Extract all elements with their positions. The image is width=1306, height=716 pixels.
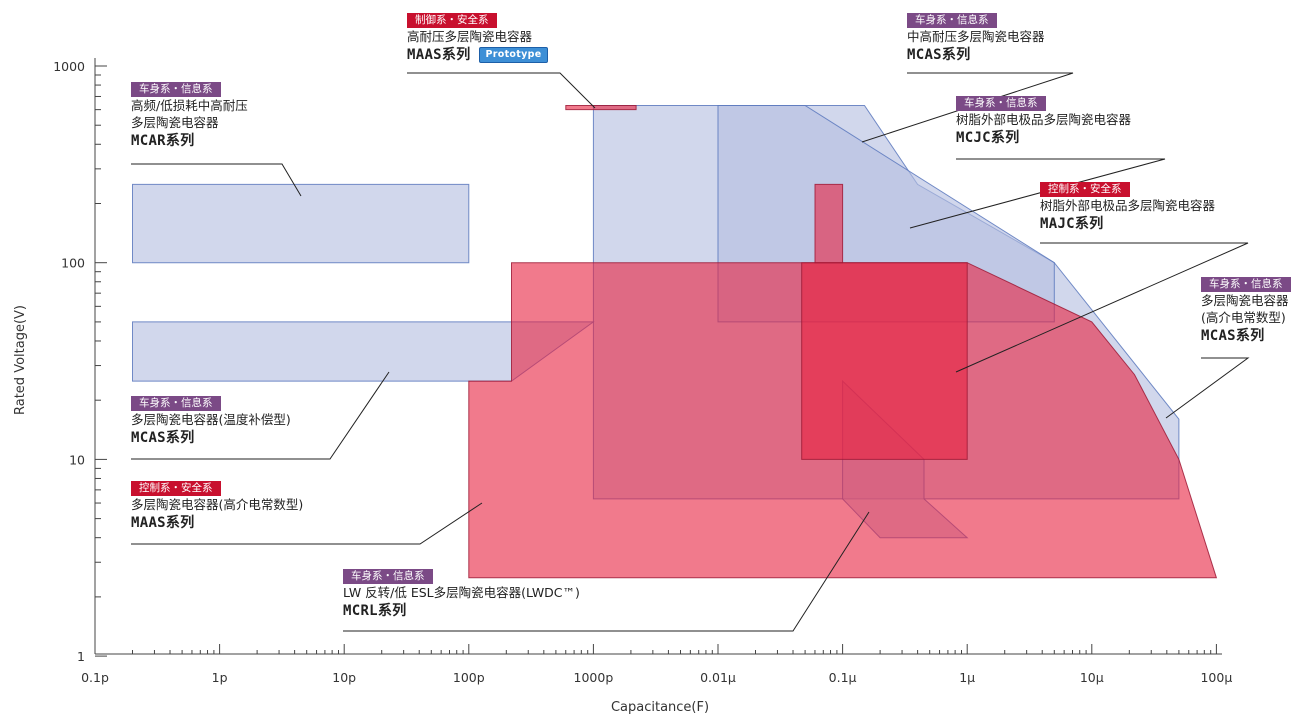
series-name: MAAS系列 — [131, 513, 303, 533]
y-tick-label: 100 — [61, 256, 85, 271]
series-name: MAJC系列 — [1040, 214, 1215, 234]
description-line: 高频/低损耗中高耐压 — [131, 98, 248, 113]
series-name-text: MCAR系列 — [131, 133, 195, 149]
description-line: 树脂外部电极品多层陶瓷电容器 — [1040, 198, 1216, 213]
series-name: MAAS系列 Prototype — [407, 45, 549, 65]
series-name: MCAS系列 — [1201, 326, 1291, 346]
x-tick-label: 100µ — [1200, 670, 1232, 685]
region-majc-high — [814, 183, 844, 264]
label-mcjc: 车身系・信息系 树脂外部电极品多层陶瓷电容器 MCJC系列 — [956, 93, 1131, 148]
description-line: (高介电常数型) — [1201, 310, 1286, 325]
leader-lines — [131, 72, 1250, 632]
y-tick-label: 10 — [69, 452, 85, 467]
x-tick-label: 1p — [212, 670, 228, 685]
description-line: 树脂外部电极品多层陶瓷电容器 — [956, 112, 1132, 127]
leader-line — [343, 511, 870, 632]
x-tick-label: 1µ — [959, 670, 975, 685]
category-badge: 车身系・信息系 — [956, 96, 1046, 111]
description-line: 中高耐压多层陶瓷电容器 — [907, 29, 1045, 44]
series-name: MCJC系列 — [956, 128, 1131, 148]
leader-line — [1165, 357, 1250, 419]
series-name: MCRL系列 — [343, 601, 580, 621]
leader-line — [861, 72, 1074, 143]
series-name-text: MCRL系列 — [343, 603, 407, 619]
x-tick-label: 10µ — [1080, 670, 1104, 685]
region-mcar — [132, 183, 470, 264]
label-mcar: 车身系・信息系 高频/低损耗中高耐压 多层陶瓷电容器 MCAR系列 — [131, 79, 248, 151]
category-badge: 制御系・安全系 — [407, 13, 497, 28]
description-line: 多层陶瓷电容器 — [131, 115, 219, 130]
leader-line — [909, 158, 1166, 229]
series-name-text: MCAS系列 — [1201, 328, 1265, 344]
category-badge: 车身系・信息系 — [907, 13, 997, 28]
x-tick-label: 0.01µ — [700, 670, 736, 685]
category-badge: 车身系・信息系 — [1201, 277, 1291, 292]
description-line: 多层陶瓷电容器 — [1201, 293, 1289, 308]
prototype-badge: Prototype — [478, 47, 549, 63]
label-mcas-temp: 车身系・信息系 多层陶瓷电容器(温度补偿型) MCAS系列 — [131, 393, 291, 448]
series-name-text: MCJC系列 — [956, 130, 1020, 146]
category-badge: 车身系・信息系 — [131, 396, 221, 411]
leader-line — [407, 72, 596, 109]
label-majc: 控制系・安全系 树脂外部电极品多层陶瓷电容器 MAJC系列 — [1040, 179, 1215, 234]
label-mcrl: 车身系・信息系 LW 反转/低 ESL多层陶瓷电容器(LWDC™) MCRL系列 — [343, 566, 580, 621]
axes: 1 10 100 1000 0.1p 1p 10p 100p 1000p 0.01µ 0.1µ 1µ 1… — [53, 58, 1232, 685]
label-maas-prototype: 制御系・安全系 高耐压多层陶瓷电容器 MAAS系列 Prototype — [407, 10, 549, 65]
region-maas-prototype — [565, 105, 637, 111]
category-badge: 车身系・信息系 — [131, 82, 221, 97]
x-tick-label: 1000p — [574, 670, 614, 685]
x-tick-label: 0.1p — [81, 670, 109, 685]
y-tick-label: 1 — [77, 649, 85, 664]
description-line: LW 反转/低 ESL多层陶瓷电容器(LWDC™) — [343, 585, 580, 600]
leader-line — [955, 242, 1249, 373]
label-mcas-high-k: 车身系・信息系 多层陶瓷电容器 (高介电常数型) MCAS系列 — [1201, 274, 1291, 346]
series-name-text: MAAS系列 — [407, 47, 471, 63]
y-tick-label: 1000 — [53, 59, 85, 74]
region-majc — [801, 262, 968, 460]
series-name: MCAS系列 — [131, 428, 291, 448]
description-line: 多层陶瓷电容器(高介电常数型) — [131, 497, 304, 512]
leader-line — [131, 163, 302, 197]
series-name-text: MCAS系列 — [131, 430, 195, 446]
label-mcas-mid: 车身系・信息系 中高耐压多层陶瓷电容器 MCAS系列 — [907, 10, 1045, 65]
series-name-text: MCAS系列 — [907, 47, 971, 63]
x-tick-label: 0.1µ — [829, 670, 857, 685]
series-name: MCAR系列 — [131, 131, 248, 151]
x-tick-label: 100p — [453, 670, 485, 685]
leader-line — [131, 371, 390, 460]
leader-line — [131, 502, 483, 545]
product-regions — [132, 105, 1218, 579]
series-name-text: MAAS系列 — [131, 515, 195, 531]
category-badge: 控制系・安全系 — [1040, 182, 1130, 197]
series-name-text: MAJC系列 — [1040, 216, 1104, 232]
description-line: 多层陶瓷电容器(温度补偿型) — [131, 412, 291, 427]
category-badge: 车身系・信息系 — [343, 569, 433, 584]
x-tick-label: 10p — [332, 670, 356, 685]
series-name: MCAS系列 — [907, 45, 1045, 65]
description-line: 高耐压多层陶瓷电容器 — [407, 29, 533, 44]
x-axis-title: Capacitance(F) — [611, 700, 709, 715]
category-badge: 控制系・安全系 — [131, 481, 221, 496]
y-axis-title: Rated Voltage(V) — [13, 305, 28, 415]
label-maas: 控制系・安全系 多层陶瓷电容器(高介电常数型) MAAS系列 — [131, 478, 303, 533]
